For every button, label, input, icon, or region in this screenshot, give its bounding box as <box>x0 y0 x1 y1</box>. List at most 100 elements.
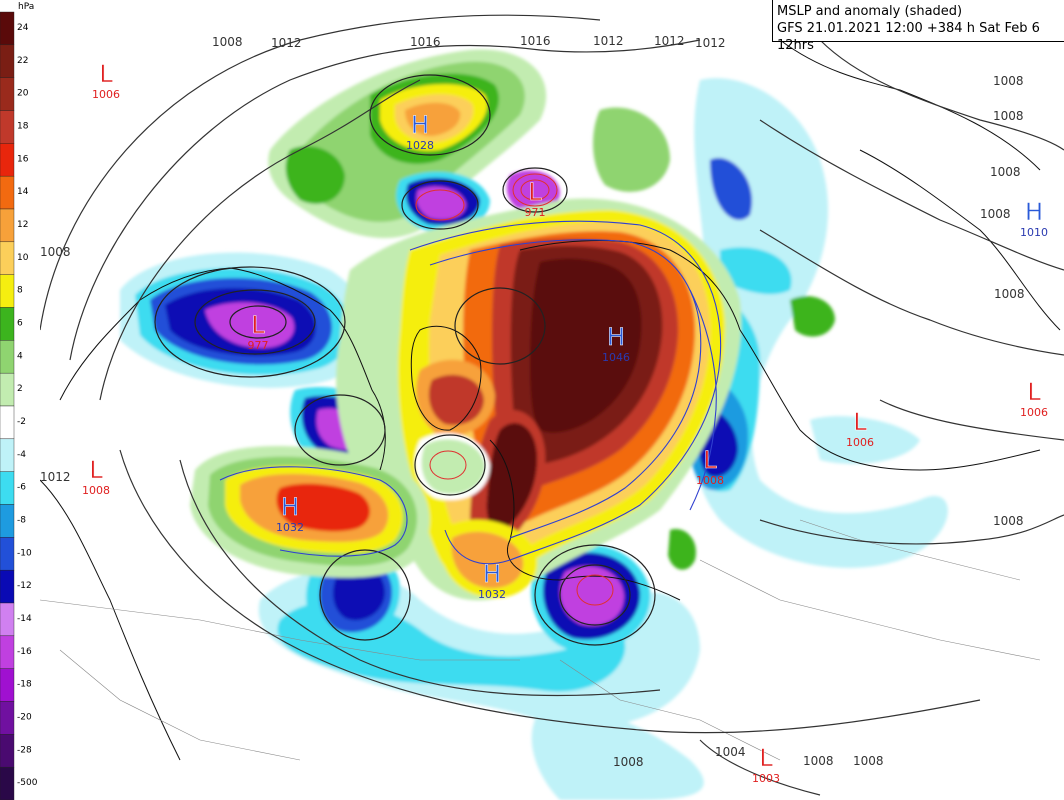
borders <box>39 519 1041 761</box>
legend-label: -28 <box>17 745 32 755</box>
legend-swatch <box>0 11 15 46</box>
legend-swatch <box>0 504 15 538</box>
pressure-center-letter: L <box>528 178 542 206</box>
pressure-center-value: 977 <box>248 339 269 352</box>
isobar-labels: 1008 1012 1016 1016 1012 1012 1012 1008 … <box>40 34 1025 769</box>
pressure-center-value: 1010 <box>1020 226 1048 239</box>
legend-swatch <box>0 602 15 637</box>
legend-swatch <box>0 340 15 374</box>
legend-swatch <box>0 438 15 472</box>
anomaly-region <box>668 529 696 570</box>
isobar-label: 1012 <box>593 34 624 48</box>
legend-swatch <box>0 701 15 735</box>
legend-label: 12 <box>17 220 28 230</box>
anomaly-region <box>530 258 642 433</box>
pressure-center-value: 1003 <box>752 772 780 785</box>
isobar-label: 1008 <box>993 514 1024 528</box>
pressure-center-letter: H <box>483 560 501 588</box>
isobar <box>759 514 1064 545</box>
anomaly-region <box>593 107 670 192</box>
legend-swatch <box>0 471 15 505</box>
isobar <box>194 289 316 355</box>
isobar <box>179 459 661 697</box>
isobar-label: 1016 <box>520 34 551 48</box>
legend-swatch <box>0 635 15 669</box>
anomaly-region <box>428 374 484 425</box>
pressure-center-letter: H <box>1025 198 1043 226</box>
anomaly-region <box>531 707 704 800</box>
coastline <box>519 240 741 331</box>
anomaly-region <box>720 247 792 295</box>
legend-label: 10 <box>17 253 29 263</box>
legend-label: -10 <box>17 548 32 558</box>
anomaly-region <box>205 302 295 348</box>
anomaly-region <box>421 439 485 494</box>
isobar <box>759 229 1064 356</box>
run-info: GFS 21.01.2021 12:00 +384 h Sat Feb 6 12… <box>777 21 1040 53</box>
pressure-center-letter: L <box>759 744 773 772</box>
pressure-center-letter: H <box>281 493 299 521</box>
isobar-label: 1004 <box>715 745 746 759</box>
legend-swatch <box>0 405 15 440</box>
pressure-center-letter: H <box>411 111 429 139</box>
legend-label: -20 <box>17 713 32 723</box>
anomaly-region <box>276 483 370 532</box>
pressure-center-letter: H <box>607 323 625 351</box>
isobar <box>409 220 722 565</box>
anomaly-region <box>790 296 835 337</box>
isobar <box>879 399 1064 441</box>
isobar <box>119 449 981 734</box>
border <box>699 559 1041 661</box>
isobar <box>414 434 486 496</box>
isobar-label: 1008 <box>853 754 884 768</box>
isobar <box>415 189 465 221</box>
isobars-blue <box>219 220 722 565</box>
isobar-label: 1008 <box>994 287 1025 301</box>
anomaly-region <box>416 186 466 220</box>
isobar-label: 1008 <box>212 35 243 49</box>
isobar <box>819 39 1064 151</box>
legend-label: 8 <box>17 286 23 296</box>
pressure-center-letter: L <box>251 311 265 339</box>
isobars-red <box>415 173 614 606</box>
isobar <box>689 289 717 511</box>
coastline <box>779 39 1041 171</box>
pressure-center-value: 1046 <box>602 351 630 364</box>
isobar-label: 1008 <box>990 165 1021 179</box>
legend-swatch <box>0 143 15 177</box>
legend-label: 24 <box>17 23 29 33</box>
legend-label: 2 <box>17 384 23 394</box>
anomaly-region <box>451 531 524 589</box>
anomaly-region <box>333 565 385 621</box>
anomaly-region <box>486 423 538 529</box>
legend-swatch <box>0 307 15 341</box>
isobar <box>229 305 287 339</box>
isobar-label: 1016 <box>410 35 441 49</box>
pressure-center-value: 1032 <box>276 521 304 534</box>
legend-swatch <box>0 372 15 407</box>
legend-swatch <box>0 766 15 800</box>
legend-label: -8 <box>17 516 26 526</box>
legend-label: -18 <box>17 680 32 690</box>
legend-label: -4 <box>17 450 26 460</box>
isobar <box>369 74 491 156</box>
coastline <box>59 267 386 471</box>
isobar <box>699 739 821 796</box>
legend-label: -12 <box>17 581 32 591</box>
legend-label: -500 <box>17 778 38 788</box>
legend-label: -16 <box>17 647 32 657</box>
coastline <box>39 479 181 761</box>
isobar <box>759 119 1064 271</box>
coastline <box>410 325 482 431</box>
title-box: MSLP and anomaly (shaded) GFS 21.01.2021… <box>772 0 1064 53</box>
anomaly-region <box>285 146 345 204</box>
